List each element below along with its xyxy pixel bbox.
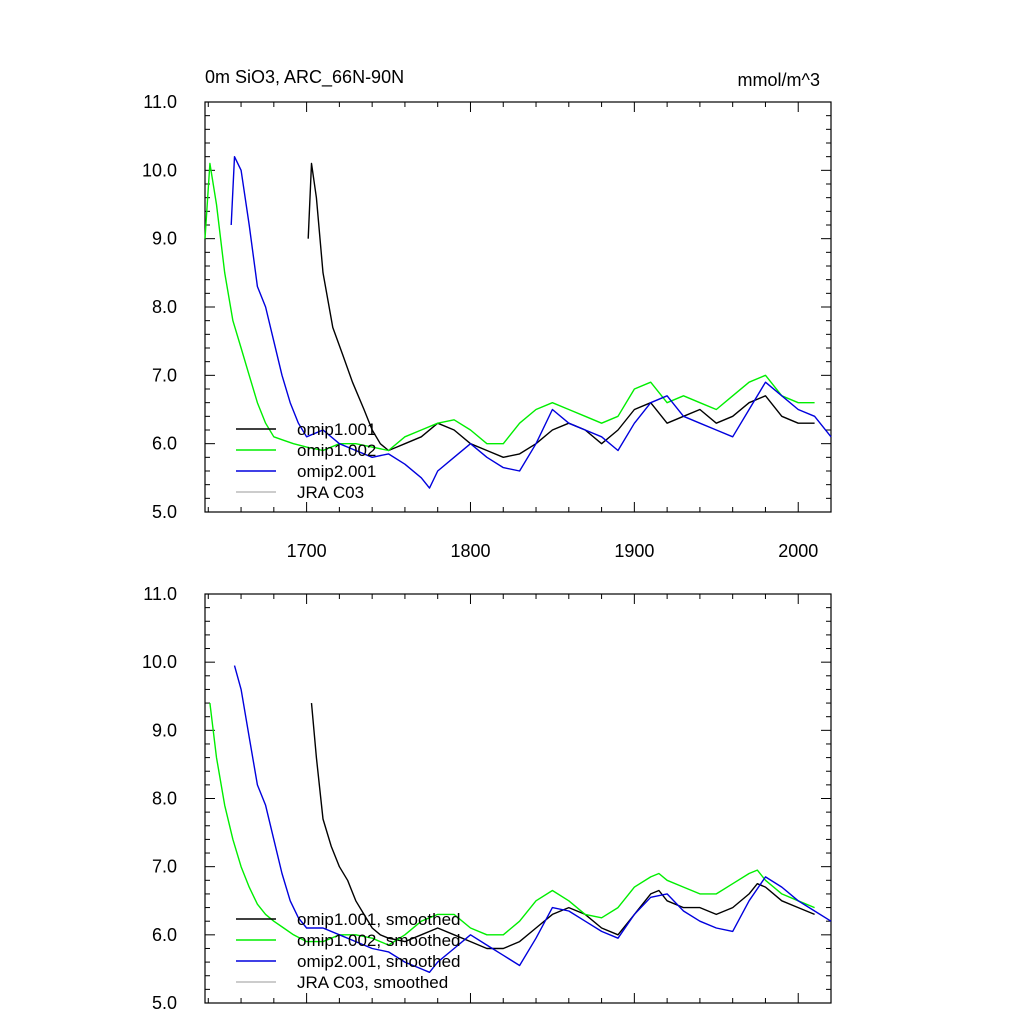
legend-label: JRA C03 (297, 483, 364, 502)
legend-label: omip2.001, smoothed (297, 952, 461, 971)
x-tick-label: 2000 (778, 541, 818, 561)
y-tick-label: 6.0 (152, 925, 177, 945)
x-tick-label: 1900 (614, 541, 654, 561)
series-line-omip1-001 (307, 162, 815, 458)
y-tick-label: 9.0 (152, 229, 177, 249)
legend-label: omip2.001 (297, 462, 376, 481)
legend-label: omip1.001, smoothed (297, 910, 461, 929)
legend-label: JRA C03, smoothed (297, 973, 448, 992)
series-line-omip1-002 (204, 162, 815, 452)
smoothed-panel: 5.0 6.0 7.0 8.0 9.0 10.0 11.0 omip1.001, smooth… (142, 584, 832, 1013)
y-tick-label: 7.0 (152, 365, 177, 385)
y-tick-label: 8.0 (152, 297, 177, 317)
x-tick-label: 1800 (450, 541, 490, 561)
x-tick-label: 1700 (287, 541, 327, 561)
y-tick-label: 11.0 (143, 584, 177, 604)
series-line-omip1-001-smoothed (310, 703, 815, 950)
y-tick-label: 9.0 (152, 720, 177, 740)
units-label: mmol/m^3 (738, 70, 820, 90)
y-tick-label: 10.0 (142, 652, 177, 672)
y-tick-label: 5.0 (152, 502, 177, 522)
legend-label: omip1.001 (297, 420, 376, 439)
y-tick-label: 8.0 (152, 789, 177, 809)
series-line-omip2-001 (230, 155, 832, 489)
y-tick-label: 11.0 (143, 92, 177, 112)
y-tick-label: 5.0 (152, 993, 177, 1013)
legend-label: omip1.002, smoothed (297, 931, 461, 950)
series-line-omip2-001-smoothed (233, 665, 832, 973)
series-line-omip1-002-smoothed (209, 703, 815, 946)
y-tick-label: 6.0 (152, 434, 177, 454)
legend-label: omip1.002 (297, 441, 376, 460)
y-tick-label: 10.0 (142, 160, 177, 180)
y-tick-label: 7.0 (152, 857, 177, 877)
chart-title: 0m SiO3, ARC_66N-90N (205, 67, 404, 88)
raw-panel: 5.0 6.0 7.0 8.0 9.0 10.0 11.0 1700 1800 1900 2000 o… (142, 92, 832, 561)
